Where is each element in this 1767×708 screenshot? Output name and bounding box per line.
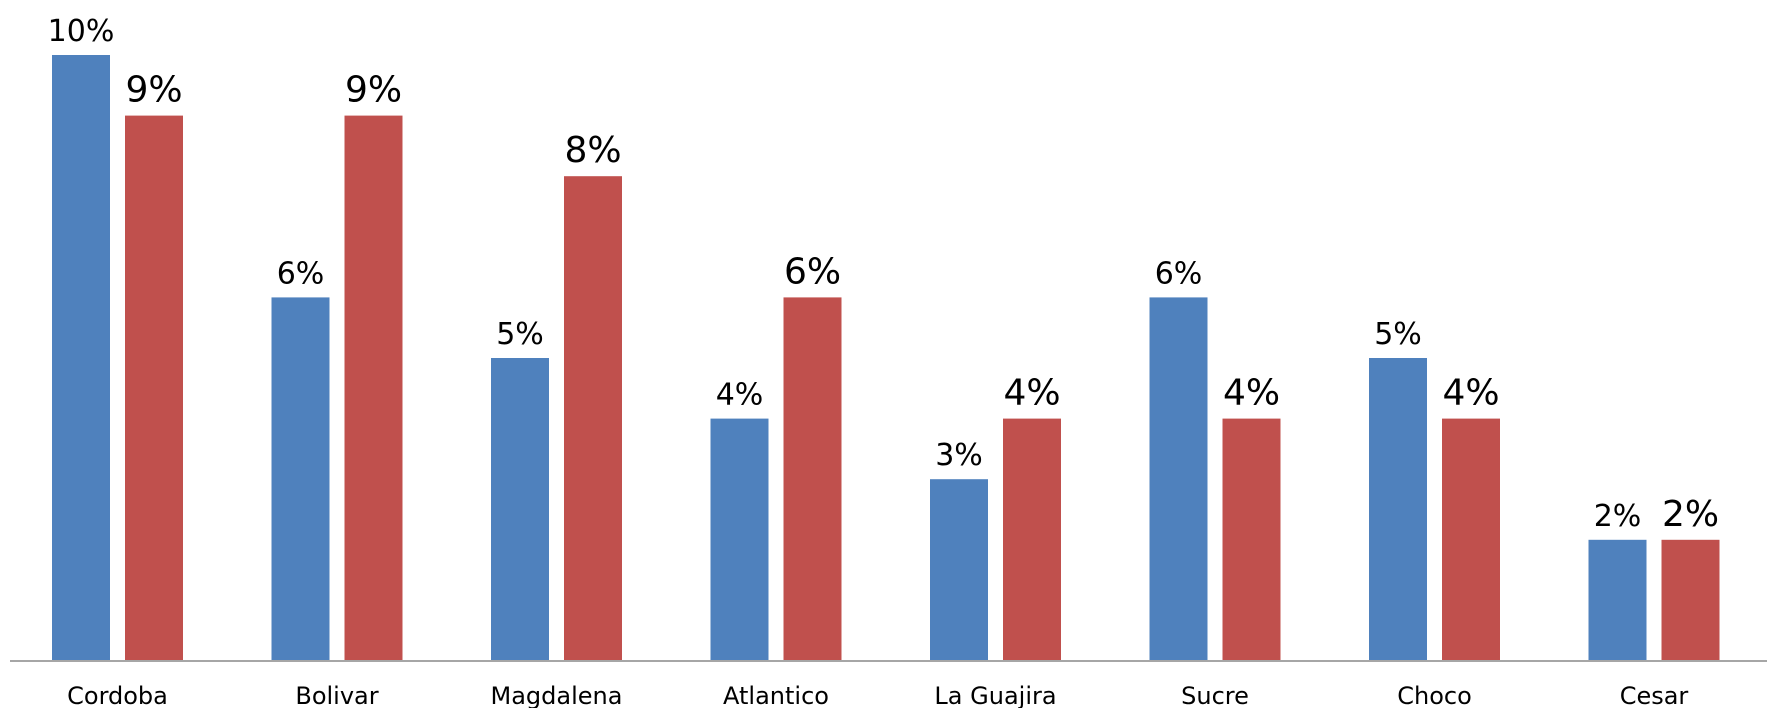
bar-la-guajira-series-2 [1003,418,1061,661]
bar-cesar-series-2 [1661,539,1720,661]
data-label-magdalena-series-2: 8% [564,130,621,171]
category-label-cordoba: Cordoba [67,682,168,708]
data-label-choco-series-2: 4% [1442,373,1499,414]
category-label-sucre: Sucre [1181,682,1249,708]
bar-la-guajira-series-1 [930,479,988,661]
data-label-sucre-series-1: 6% [1155,256,1203,291]
bar-cesar-series-1 [1588,539,1647,661]
category-label-magdalena: Magdalena [491,682,623,708]
bar-bolivar-series-2 [344,115,403,662]
data-label-cesar-series-2: 2% [1662,494,1719,535]
category-label-choco: Choco [1397,682,1472,708]
data-label-atlantico-series-1: 4% [716,378,764,413]
bar-atlantico-series-2 [783,297,842,661]
data-label-atlantico-series-2: 6% [784,251,841,292]
bar-magdalena-series-1 [491,358,549,661]
bar-bolivar-series-1 [271,297,330,661]
bar-sucre-series-1 [1149,297,1208,661]
data-label-magdalena-series-1: 5% [496,317,544,352]
category-label-bolivar: Bolivar [295,682,378,708]
category-label-cesar: Cesar [1620,682,1689,708]
bar-cordoba-series-2 [125,115,183,662]
data-label-bolivar-series-1: 6% [277,256,325,291]
data-label-cesar-series-1: 2% [1594,499,1642,534]
data-label-la-guajira-series-1: 3% [935,438,983,473]
bar-choco-series-1 [1369,358,1427,661]
data-labels-layer: 10% 9% 6% 9% 5% 8% 4% 6% 3% 4% 6% 4% 5% 4% 2% 2% [48,14,1719,535]
data-label-la-guajira-series-2: 4% [1003,373,1060,414]
bar-sucre-series-2 [1222,418,1281,661]
data-label-sucre-series-2: 4% [1223,373,1280,414]
category-labels-layer: Cordoba Bolivar Magdalena Atlantico La Guaji… [67,682,1688,708]
data-label-choco-series-1: 5% [1374,317,1422,352]
bars-layer [52,55,1720,662]
data-label-cordoba-series-1: 10% [48,14,115,49]
bar-magdalena-series-2 [564,176,622,661]
data-label-cordoba-series-2: 9% [125,70,182,111]
category-label-la-guajira: La Guajira [934,682,1056,708]
bar-choco-series-2 [1442,418,1500,661]
category-label-atlantico: Atlantico [723,682,829,708]
bar-atlantico-series-1 [710,418,769,661]
data-label-bolivar-series-2: 9% [345,70,402,111]
bar-cordoba-series-1 [52,55,110,661]
